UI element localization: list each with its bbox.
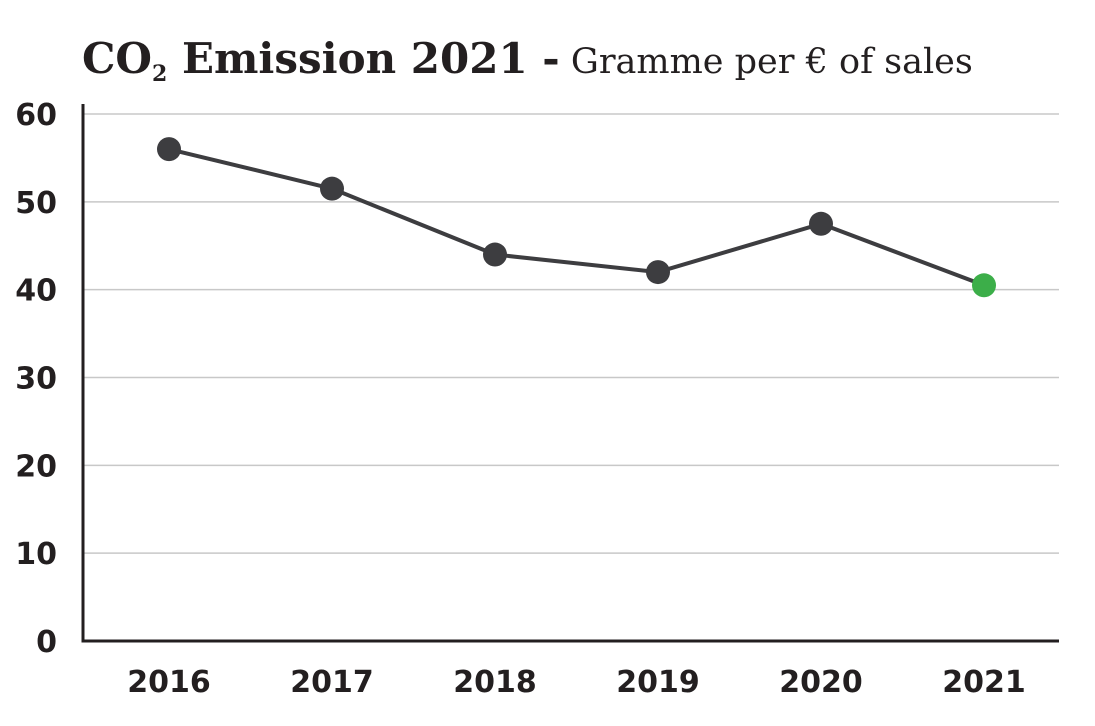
x-tick-label-2020: 2020 (779, 665, 863, 700)
y-tick-label-50: 50 (15, 186, 57, 221)
y-tick-label-20: 20 (15, 449, 57, 484)
x-tick-label-2021: 2021 (942, 665, 1026, 700)
grid-lines (83, 113, 1059, 554)
data-point-2019 (646, 260, 670, 285)
y-tick-label-10: 10 (15, 537, 57, 572)
series-line-group (168, 147, 985, 288)
data-point-2020 (809, 211, 833, 236)
y-tick-labels: 0 10 20 30 40 50 60 (15, 98, 57, 660)
y-tick-label-0: 0 (36, 625, 57, 660)
title-bold-prefix: CO (82, 34, 153, 83)
title-bold-main: Emission 2021 - (167, 34, 560, 83)
data-point-2018 (483, 242, 507, 267)
chart-title: CO2 Emission 2021 - Gramme per € of sale… (82, 38, 973, 87)
x-tick-label-2018: 2018 (453, 665, 537, 700)
data-markers (157, 137, 996, 298)
y-tick-label-30: 30 (15, 362, 57, 397)
y-tick-label-60: 60 (15, 98, 57, 133)
x-tick-label-2019: 2019 (616, 665, 700, 700)
x-tick-label-2016: 2016 (127, 665, 211, 700)
y-tick-label-40: 40 (15, 274, 57, 309)
title-subscript: 2 (152, 61, 168, 87)
x-tick-label-2017: 2017 (290, 665, 374, 700)
data-point-2016 (157, 137, 181, 162)
data-point-2017 (320, 176, 344, 201)
title-light-suffix: Gramme per € of sales (559, 42, 973, 82)
series-line (168, 147, 985, 288)
data-point-2021-highlight (972, 273, 996, 298)
axes (81, 104, 1059, 643)
x-tick-labels: 2016 2017 2018 2019 2020 2021 (127, 665, 1026, 700)
